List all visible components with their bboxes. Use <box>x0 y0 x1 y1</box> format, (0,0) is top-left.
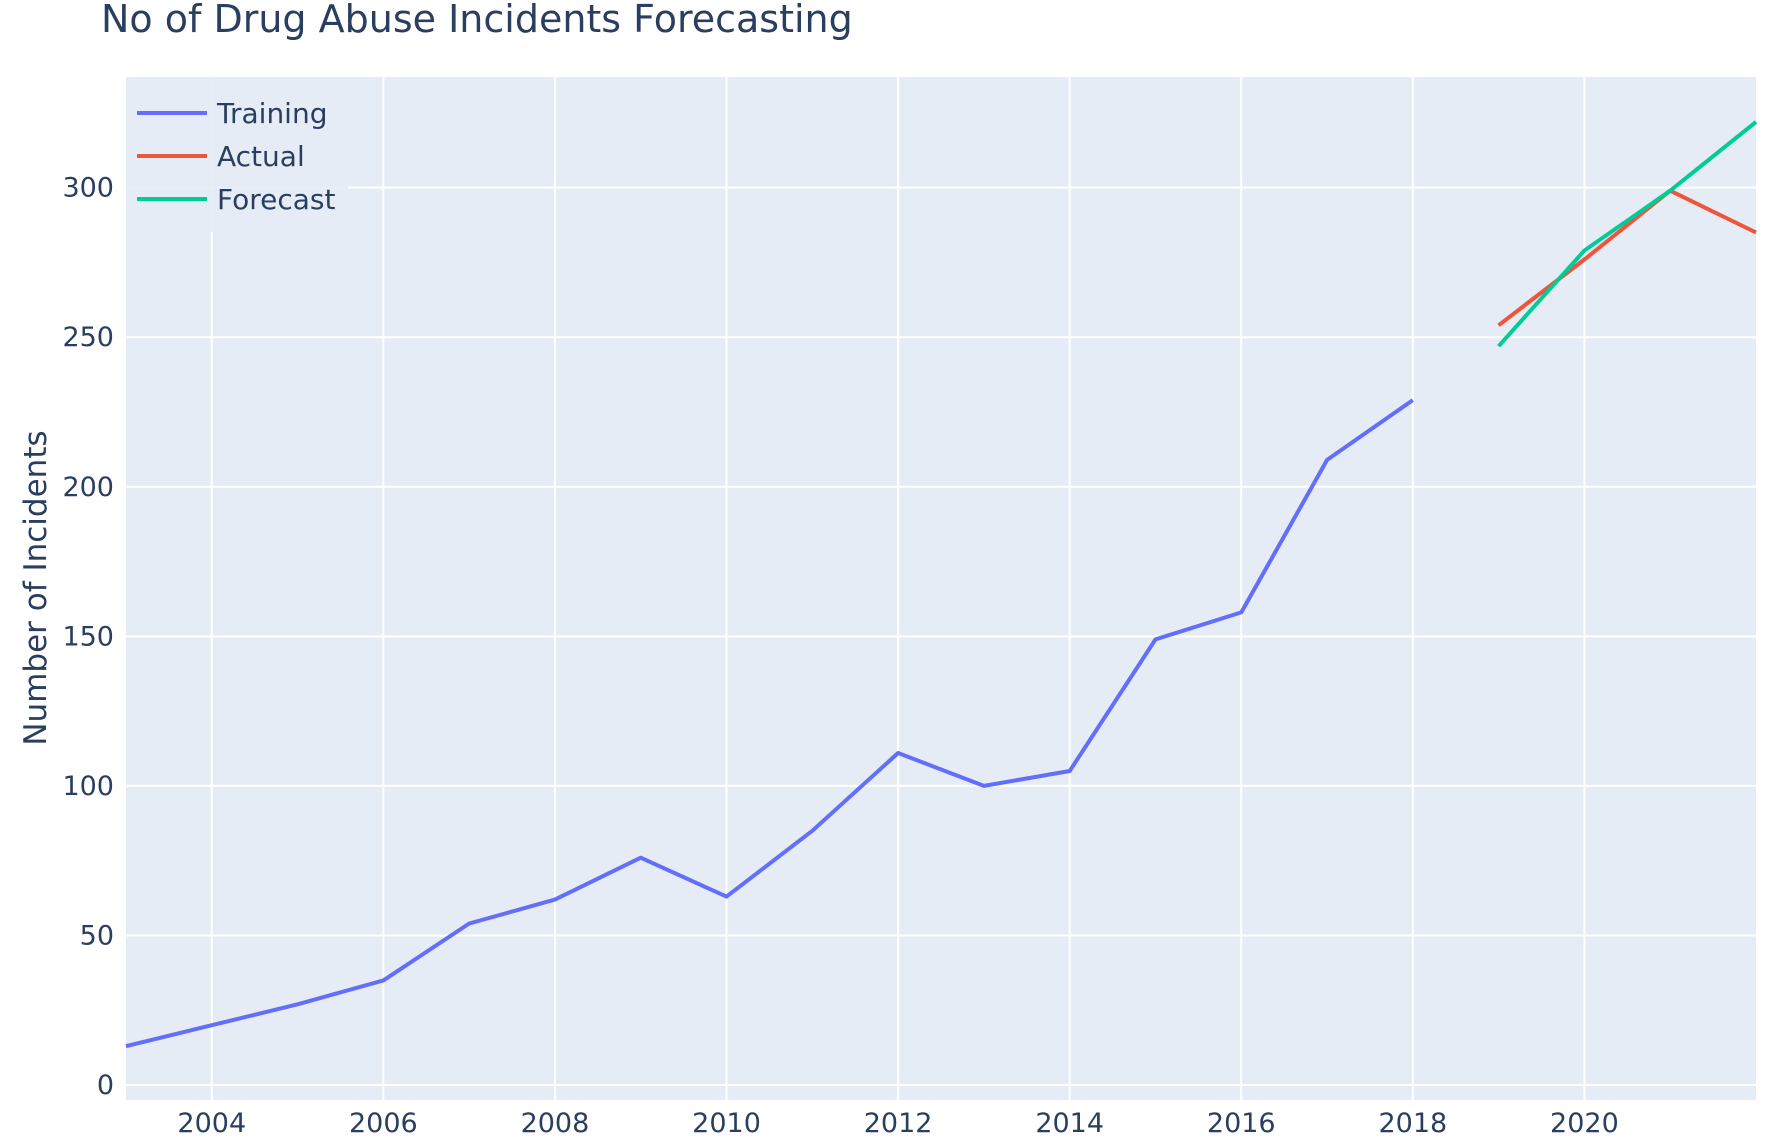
x-tick-label: 2006 <box>349 1108 418 1139</box>
series-line-actual <box>1497 188 1757 327</box>
series-line-training <box>125 398 1414 1049</box>
y-tick-label: 100 <box>62 771 114 802</box>
chart-title: No of Drug Abuse Incidents Forecasting <box>101 0 853 41</box>
x-tick-label: 2018 <box>1378 1108 1447 1139</box>
y-tick-label: 300 <box>62 173 114 204</box>
x-tick-label: 2020 <box>1550 1108 1619 1139</box>
x-tick-label: 2008 <box>521 1108 590 1139</box>
legend-item-training[interactable]: Training <box>216 97 327 130</box>
y-tick-label: 50 <box>80 920 114 951</box>
plot-area <box>126 77 1756 1100</box>
axis-ticks: 0 50 100 150 200 250 300 2004 2006 2008 2010 2012 20… <box>62 173 1618 1139</box>
series-line-forecast <box>1497 120 1758 348</box>
y-tick-label: 0 <box>97 1070 114 1101</box>
x-tick-label: 2012 <box>864 1108 933 1139</box>
series-lines <box>125 120 1758 1049</box>
x-tick-label: 2010 <box>692 1108 761 1139</box>
legend-item-actual[interactable]: Actual <box>217 140 305 173</box>
y-tick-label: 250 <box>62 322 114 353</box>
legend[interactable]: Training Actual Forecast <box>126 77 348 232</box>
y-tick-label: 200 <box>62 472 114 503</box>
y-axis-title: Number of Incidents <box>18 430 54 745</box>
x-tick-label: 2014 <box>1035 1108 1104 1139</box>
y-tick-label: 150 <box>62 621 114 652</box>
x-tick-label: 2004 <box>177 1108 246 1139</box>
x-tick-label: 2016 <box>1207 1108 1276 1139</box>
legend-item-forecast[interactable]: Forecast <box>217 183 336 216</box>
grid <box>126 77 1756 1100</box>
